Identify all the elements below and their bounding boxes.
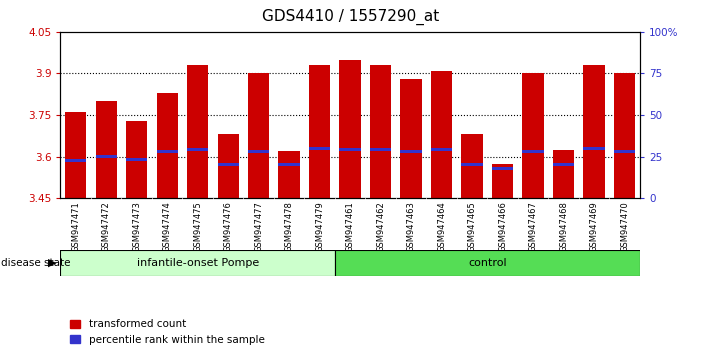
Bar bbox=[279, 163, 300, 166]
Text: GSM947462: GSM947462 bbox=[376, 201, 385, 252]
Bar bbox=[400, 150, 422, 153]
Legend: transformed count, percentile rank within the sample: transformed count, percentile rank withi… bbox=[65, 315, 269, 349]
Text: disease state: disease state bbox=[1, 258, 70, 268]
Bar bbox=[156, 93, 178, 198]
Bar bbox=[492, 164, 513, 198]
Text: GSM947470: GSM947470 bbox=[620, 201, 629, 252]
Text: GSM947474: GSM947474 bbox=[163, 201, 171, 252]
Bar bbox=[614, 150, 636, 153]
Bar bbox=[431, 71, 452, 198]
Bar bbox=[584, 65, 605, 198]
Text: GSM947473: GSM947473 bbox=[132, 201, 141, 252]
Text: GSM947477: GSM947477 bbox=[254, 201, 263, 252]
Text: GSM947469: GSM947469 bbox=[589, 201, 599, 252]
Bar bbox=[523, 74, 544, 198]
Bar bbox=[248, 74, 269, 198]
Bar bbox=[553, 163, 574, 166]
Bar bbox=[370, 148, 391, 151]
Bar bbox=[218, 135, 239, 198]
Text: GSM947468: GSM947468 bbox=[559, 201, 568, 252]
Bar bbox=[248, 150, 269, 153]
Text: control: control bbox=[468, 258, 507, 268]
Bar bbox=[279, 151, 300, 198]
Bar bbox=[60, 250, 335, 276]
Text: GSM947471: GSM947471 bbox=[71, 201, 80, 252]
Bar bbox=[553, 150, 574, 198]
Bar bbox=[65, 159, 86, 162]
Bar bbox=[95, 101, 117, 198]
Text: GSM947461: GSM947461 bbox=[346, 201, 355, 252]
Text: GSM947478: GSM947478 bbox=[284, 201, 294, 252]
Bar bbox=[126, 159, 147, 161]
Bar bbox=[187, 65, 208, 198]
Bar bbox=[126, 121, 147, 198]
Text: GSM947479: GSM947479 bbox=[315, 201, 324, 252]
Bar bbox=[370, 65, 391, 198]
Text: GSM947467: GSM947467 bbox=[529, 201, 538, 252]
Bar bbox=[309, 65, 331, 198]
Bar bbox=[218, 163, 239, 166]
Bar bbox=[523, 150, 544, 153]
Text: GSM947465: GSM947465 bbox=[468, 201, 476, 252]
Bar bbox=[187, 148, 208, 151]
Bar bbox=[339, 148, 361, 151]
Bar bbox=[461, 163, 483, 166]
Bar bbox=[309, 147, 331, 150]
Bar bbox=[614, 74, 636, 198]
Bar bbox=[335, 250, 640, 276]
Text: GSM947476: GSM947476 bbox=[224, 201, 232, 252]
Bar bbox=[95, 155, 117, 158]
Text: GSM947466: GSM947466 bbox=[498, 201, 507, 252]
Bar bbox=[339, 59, 361, 198]
Text: GSM947464: GSM947464 bbox=[437, 201, 447, 252]
Text: GDS4410 / 1557290_at: GDS4410 / 1557290_at bbox=[262, 9, 439, 25]
Bar bbox=[400, 79, 422, 198]
Bar bbox=[492, 167, 513, 170]
Text: GSM947472: GSM947472 bbox=[102, 201, 111, 252]
Bar bbox=[431, 148, 452, 151]
Text: infantile-onset Pompe: infantile-onset Pompe bbox=[137, 258, 259, 268]
Bar bbox=[584, 147, 605, 150]
Bar bbox=[65, 112, 86, 198]
Text: GSM947463: GSM947463 bbox=[407, 201, 416, 252]
Bar bbox=[461, 135, 483, 198]
Bar bbox=[156, 150, 178, 153]
Text: ▶: ▶ bbox=[48, 258, 57, 268]
Text: GSM947475: GSM947475 bbox=[193, 201, 202, 252]
